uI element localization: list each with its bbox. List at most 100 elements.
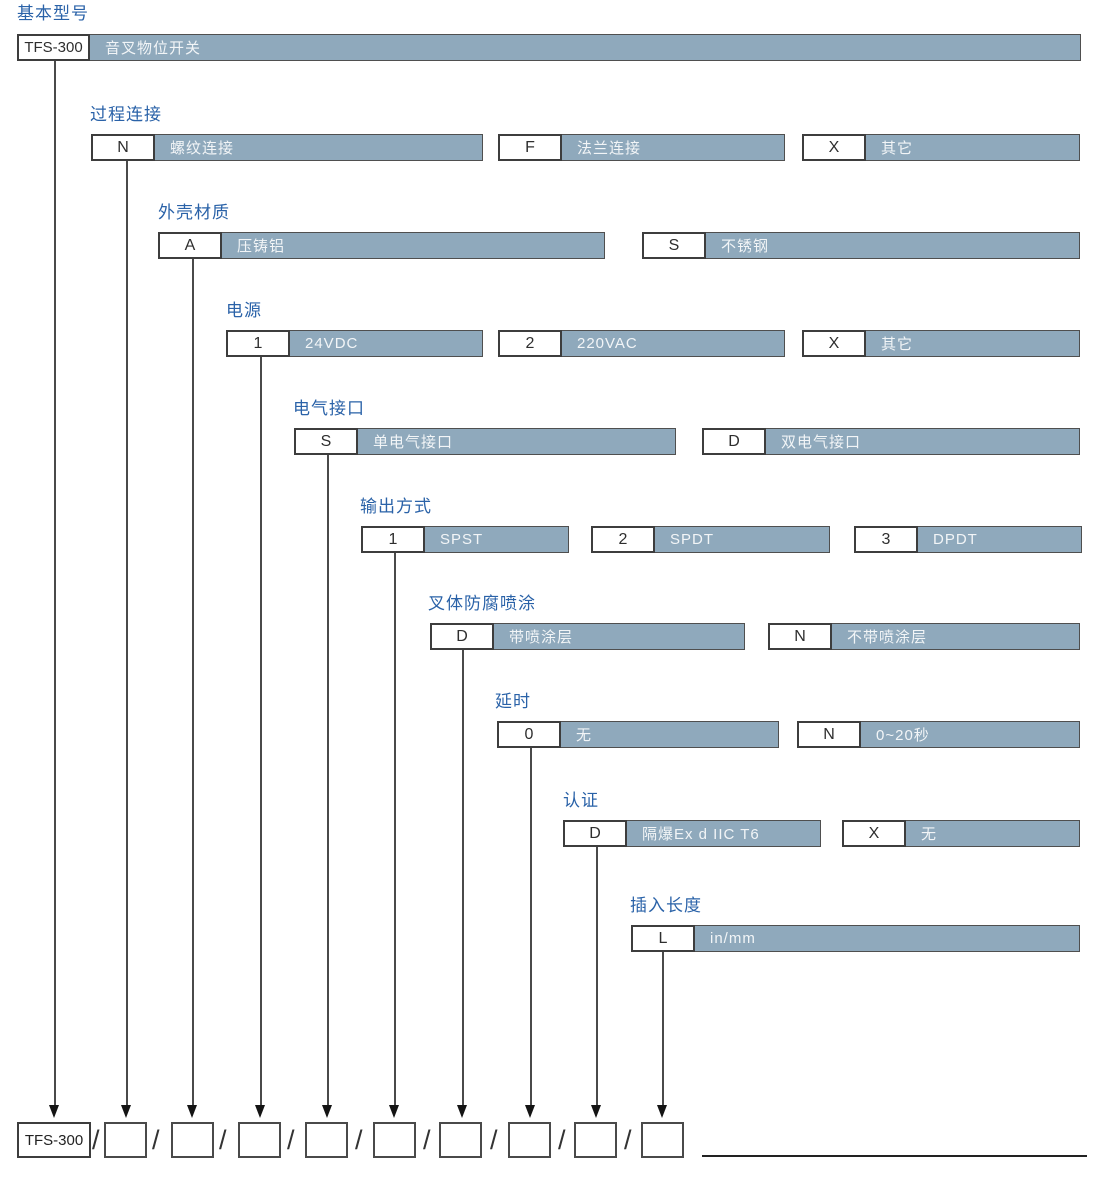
option-housing-material-s: S 不锈钢 [642, 232, 1080, 259]
arrow-down-icon [525, 1105, 535, 1118]
label-power-supply: 电源 [226, 301, 262, 320]
label-electrical-entry: 电气接口 [293, 399, 365, 418]
option-label: 220VAC [562, 330, 785, 357]
order-code-slash: / [92, 1125, 100, 1155]
order-code-blank-box [641, 1122, 684, 1158]
connector-line [192, 259, 194, 1107]
option-label: 其它 [866, 330, 1080, 357]
option-code: D [430, 623, 494, 650]
order-code-slash: / [355, 1125, 363, 1155]
arrow-down-icon [322, 1105, 332, 1118]
arrow-down-icon [389, 1105, 399, 1118]
option-output-2: 2 SPDT [591, 526, 830, 553]
arrow-down-icon [187, 1105, 197, 1118]
option-label: 双电气接口 [766, 428, 1080, 455]
order-code-blank-box [238, 1122, 281, 1158]
option-code: L [631, 925, 695, 952]
option-code: S [294, 428, 358, 455]
option-label: 音叉物位开关 [90, 34, 1081, 61]
option-certification-x: X 无 [842, 820, 1080, 847]
option-label: 24VDC [290, 330, 483, 357]
order-code-fill-line [702, 1155, 1087, 1157]
label-certification: 认证 [563, 791, 599, 810]
order-code-prefix-box: TFS-300 [17, 1122, 91, 1158]
order-code-blank-box [171, 1122, 214, 1158]
arrow-down-icon [657, 1105, 667, 1118]
order-code-slash: / [558, 1125, 566, 1155]
order-code-slash: / [624, 1125, 632, 1155]
option-certification-d: D 隔爆Ex d IIC T6 [563, 820, 821, 847]
option-code: 1 [361, 526, 425, 553]
option-electrical-entry-d: D 双电气接口 [702, 428, 1080, 455]
connector-line [596, 847, 598, 1107]
option-code: 3 [854, 526, 918, 553]
option-process-connection-n: N 螺纹连接 [91, 134, 483, 161]
connector-line [662, 952, 664, 1107]
option-label: DPDT [918, 526, 1082, 553]
arrow-down-icon [121, 1105, 131, 1118]
order-code-blank-box [373, 1122, 416, 1158]
option-basic-model: TFS-300 音叉物位开关 [17, 34, 1081, 61]
option-code: X [802, 134, 866, 161]
connector-line [530, 748, 532, 1107]
order-code-slash: / [152, 1125, 160, 1155]
option-code: 0 [497, 721, 561, 748]
option-power-1: 1 24VDC [226, 330, 483, 357]
option-code: N [768, 623, 832, 650]
arrow-down-icon [591, 1105, 601, 1118]
option-label: SPDT [655, 526, 830, 553]
option-label: 压铸铝 [222, 232, 605, 259]
option-power-x: X 其它 [802, 330, 1080, 357]
option-code: 2 [591, 526, 655, 553]
option-electrical-entry-s: S 单电气接口 [294, 428, 676, 455]
label-basic-model: 基本型号 [17, 4, 89, 23]
option-code: F [498, 134, 562, 161]
option-housing-material-a: A 压铸铝 [158, 232, 605, 259]
option-label: 无 [561, 721, 779, 748]
order-code-blank-box [574, 1122, 617, 1158]
option-output-3: 3 DPDT [854, 526, 1082, 553]
option-coating-n: N 不带喷涂层 [768, 623, 1080, 650]
option-delay-0: 0 无 [497, 721, 779, 748]
label-process-connection: 过程连接 [90, 105, 162, 124]
option-code: A [158, 232, 222, 259]
option-code: X [802, 330, 866, 357]
option-label: 法兰连接 [562, 134, 785, 161]
option-label: 隔爆Ex d IIC T6 [627, 820, 821, 847]
option-code: D [702, 428, 766, 455]
option-output-1: 1 SPST [361, 526, 569, 553]
option-code: 2 [498, 330, 562, 357]
connector-line [54, 61, 56, 1107]
label-housing-material: 外壳材质 [158, 203, 230, 222]
connector-line [394, 553, 396, 1107]
option-code: TFS-300 [17, 34, 90, 61]
option-label: in/mm [695, 925, 1080, 952]
order-code-slash: / [423, 1125, 431, 1155]
order-code-blank-box [104, 1122, 147, 1158]
order-code-slash: / [219, 1125, 227, 1155]
arrow-down-icon [457, 1105, 467, 1118]
option-label: 0~20秒 [861, 721, 1080, 748]
order-code-blank-box [305, 1122, 348, 1158]
arrow-down-icon [255, 1105, 265, 1118]
connector-line [126, 161, 128, 1107]
option-label: 不带喷涂层 [832, 623, 1080, 650]
order-code-blank-box [439, 1122, 482, 1158]
option-code: X [842, 820, 906, 847]
option-label: 单电气接口 [358, 428, 676, 455]
order-code-slash: / [490, 1125, 498, 1155]
option-label: 其它 [866, 134, 1080, 161]
option-code: 1 [226, 330, 290, 357]
option-code: N [797, 721, 861, 748]
option-code: N [91, 134, 155, 161]
connector-line [462, 650, 464, 1107]
connector-line [260, 357, 262, 1107]
option-delay-n: N 0~20秒 [797, 721, 1080, 748]
option-coating-d: D 带喷涂层 [430, 623, 745, 650]
option-code: S [642, 232, 706, 259]
option-label: SPST [425, 526, 569, 553]
connector-line [327, 455, 329, 1107]
label-fork-coating: 叉体防腐喷涂 [428, 594, 536, 613]
option-code: D [563, 820, 627, 847]
